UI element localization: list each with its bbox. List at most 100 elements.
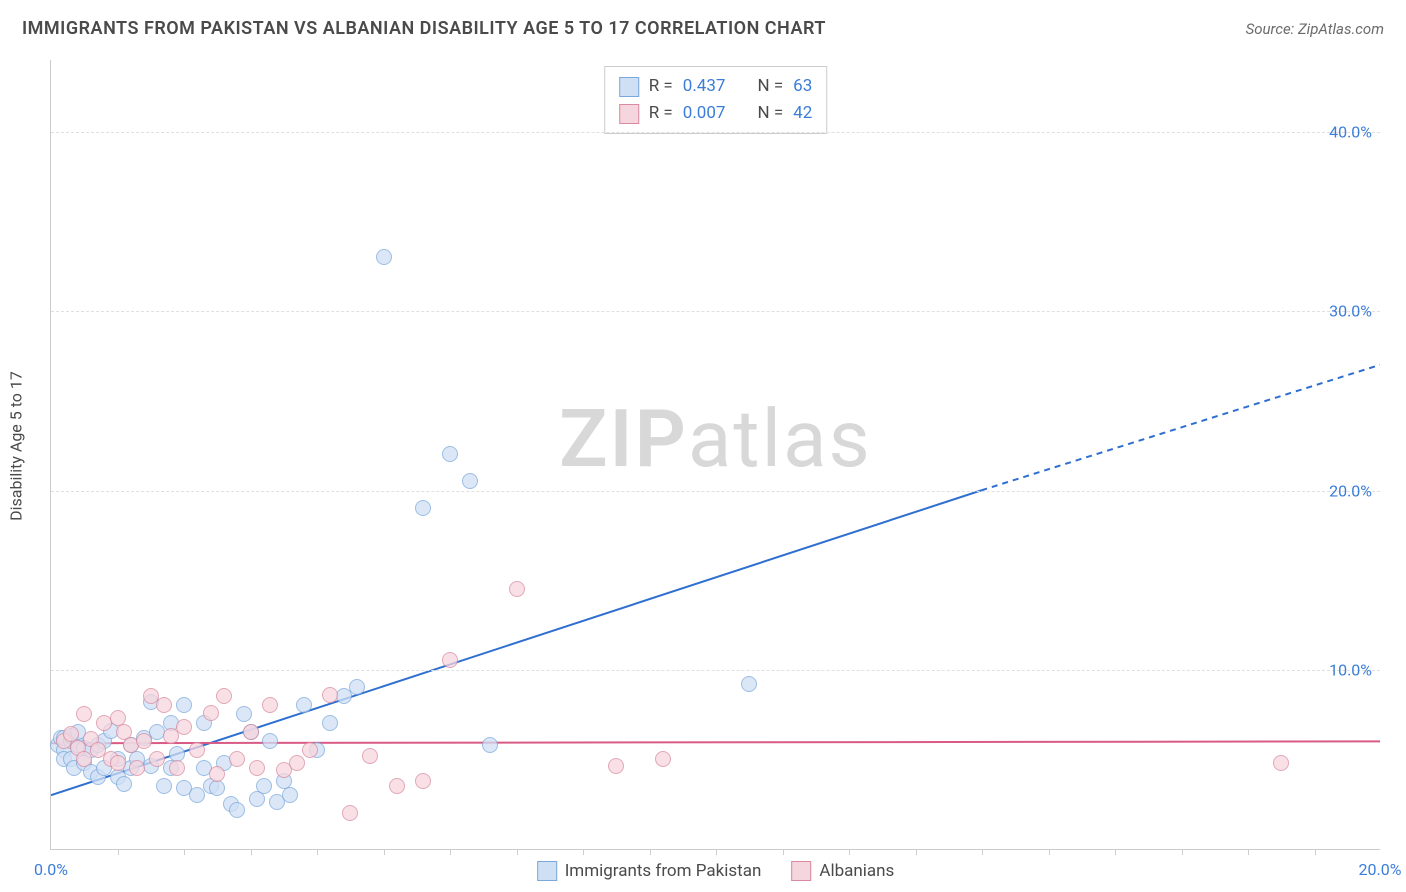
y-tick-label: 30.0% (1329, 302, 1372, 321)
data-point-albanians (76, 706, 92, 722)
data-point-albanians (216, 688, 232, 704)
x-tick (1049, 849, 1050, 855)
data-point-pakistan (262, 733, 278, 749)
data-point-pakistan (482, 737, 498, 753)
r-label: R = (649, 100, 673, 127)
data-point-pakistan (741, 676, 757, 692)
data-point-albanians (655, 751, 671, 767)
x-tick (384, 849, 385, 855)
data-point-pakistan (376, 249, 392, 265)
legend-label: Immigrants from Pakistan (565, 861, 762, 881)
n-value: 42 (793, 100, 812, 127)
gridline (51, 491, 1380, 492)
data-point-pakistan (282, 787, 298, 803)
stats-row-albanians: R = 0.007 N = 42 (619, 100, 813, 127)
data-point-pakistan (236, 706, 252, 722)
data-point-albanians (322, 687, 338, 703)
x-tick (1182, 849, 1183, 855)
stats-legend: R = 0.437 N = 63 R = 0.007 N = 42 (604, 66, 828, 134)
swatch-albanians (791, 861, 811, 881)
watermark-atlas: atlas (688, 392, 872, 486)
data-point-albanians (189, 742, 205, 758)
y-tick-label: 20.0% (1329, 481, 1372, 500)
data-point-albanians (136, 733, 152, 749)
r-label: R = (649, 73, 673, 100)
data-point-pakistan (349, 679, 365, 695)
chart-title: IMMIGRANTS FROM PAKISTAN VS ALBANIAN DIS… (22, 18, 826, 39)
legend-label: Albanians (819, 861, 894, 881)
gridline (51, 311, 1380, 312)
data-point-pakistan (296, 697, 312, 713)
stats-row-pakistan: R = 0.437 N = 63 (619, 73, 813, 100)
data-point-albanians (110, 755, 126, 771)
swatch-albanians (619, 104, 639, 124)
x-tick (184, 849, 185, 855)
y-tick-label: 10.0% (1329, 661, 1372, 680)
x-tick (583, 849, 584, 855)
y-axis-label: Disability Age 5 to 17 (7, 371, 26, 521)
x-tick (118, 849, 119, 855)
data-point-albanians (262, 697, 278, 713)
x-tick (1248, 849, 1249, 855)
x-origin-label: 0.0% (34, 860, 68, 879)
r-value: 0.007 (683, 100, 726, 127)
legend-item-pakistan: Immigrants from Pakistan (537, 861, 762, 881)
swatch-pakistan (619, 77, 639, 97)
x-tick (716, 849, 717, 855)
data-point-albanians (509, 581, 525, 597)
data-point-albanians (608, 758, 624, 774)
x-tick (251, 849, 252, 855)
data-point-albanians (156, 697, 172, 713)
swatch-pakistan (537, 861, 557, 881)
data-point-albanians (169, 760, 185, 776)
data-point-albanians (203, 705, 219, 721)
data-point-pakistan (209, 780, 225, 796)
watermark: ZIPatlas (559, 392, 872, 486)
data-point-pakistan (176, 697, 192, 713)
x-tick (783, 849, 784, 855)
plot-area: ZIPatlas R =0.437N =63R =0.007N =42 Immi… (50, 60, 1380, 850)
data-point-pakistan (322, 715, 338, 731)
x-tick (650, 849, 651, 855)
x-tick (1315, 849, 1316, 855)
data-point-pakistan (415, 500, 431, 516)
trendline-albanians (51, 741, 1380, 743)
data-point-pakistan (229, 802, 245, 818)
x-tick (849, 849, 850, 855)
x-tick (982, 849, 983, 855)
x-tick (1115, 849, 1116, 855)
data-point-albanians (249, 760, 265, 776)
data-point-albanians (415, 773, 431, 789)
r-value: 0.437 (683, 73, 726, 100)
data-point-albanians (302, 742, 318, 758)
n-label: N = (757, 73, 783, 100)
data-point-albanians (442, 652, 458, 668)
data-point-albanians (209, 766, 225, 782)
n-value: 63 (793, 73, 812, 100)
x-tick (450, 849, 451, 855)
data-point-albanians (289, 755, 305, 771)
data-point-pakistan (462, 473, 478, 489)
trendline-pakistan-dashed (981, 365, 1380, 491)
x-max-label: 20.0% (1359, 860, 1402, 879)
x-tick (317, 849, 318, 855)
source-label: Source: ZipAtlas.com (1246, 20, 1384, 38)
legend-item-albanians: Albanians (791, 861, 894, 881)
data-point-albanians (176, 719, 192, 735)
data-point-pakistan (156, 778, 172, 794)
data-point-albanians (362, 748, 378, 764)
y-tick-label: 40.0% (1329, 122, 1372, 141)
data-point-pakistan (116, 776, 132, 792)
watermark-zip: ZIP (559, 392, 688, 486)
n-label: N = (757, 100, 783, 127)
data-point-albanians (129, 760, 145, 776)
x-tick (916, 849, 917, 855)
data-point-albanians (389, 778, 405, 794)
gridline (51, 670, 1380, 671)
gridline (51, 132, 1380, 133)
data-point-albanians (342, 805, 358, 821)
data-point-albanians (1273, 755, 1289, 771)
data-point-pakistan (442, 446, 458, 462)
data-point-albanians (229, 751, 245, 767)
series-legend: Immigrants from Pakistan Albanians (537, 861, 895, 881)
